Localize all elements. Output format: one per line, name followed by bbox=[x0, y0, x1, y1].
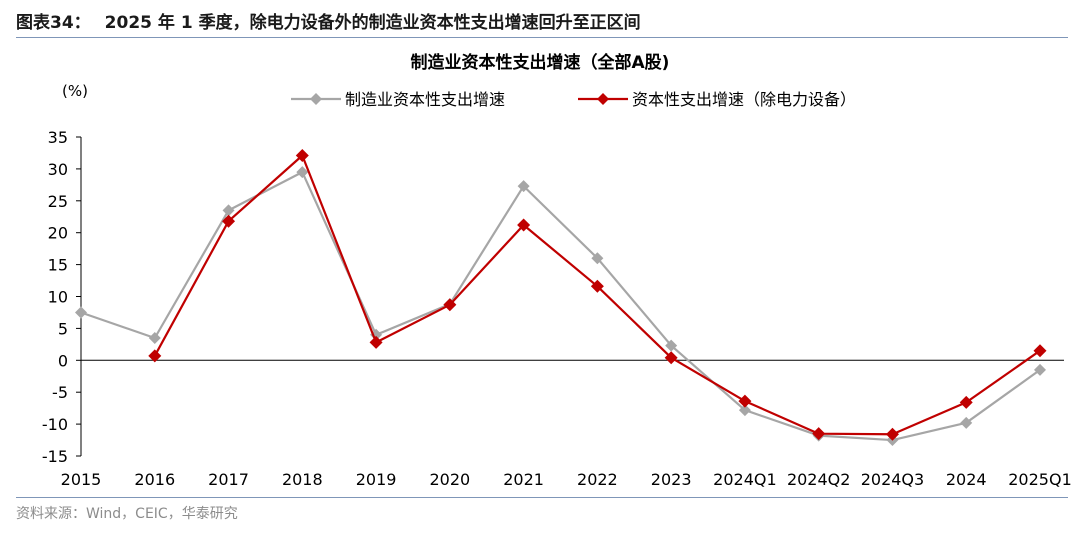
figure-caption: 图表34： 2025 年 1 季度，除电力设备外的制造业资本性支出增速回升至正区间 bbox=[16, 8, 641, 33]
figure-number: 图表34： bbox=[16, 13, 91, 33]
data-point bbox=[960, 416, 973, 429]
x-axis: 2015 2016 2017 2018 2019 2020 2021 2022 2023 2024… bbox=[61, 359, 1072, 489]
data-point bbox=[738, 404, 751, 417]
series-line bbox=[153, 154, 1041, 436]
y-tick-label: 10 bbox=[48, 288, 68, 307]
series-line bbox=[80, 171, 1041, 442]
data-point bbox=[812, 427, 826, 441]
data-point bbox=[148, 331, 161, 344]
series-2 bbox=[148, 149, 1047, 441]
source-note: 资料来源：Wind，CEIC，华泰研究 bbox=[16, 506, 238, 522]
x-tick-label: 2018 bbox=[282, 470, 323, 489]
legend-marker bbox=[597, 93, 609, 105]
legend-label: 资本性支出增速（除电力设备） bbox=[632, 90, 856, 109]
x-tick-label: 2024Q3 bbox=[861, 470, 925, 489]
data-point bbox=[1034, 363, 1046, 376]
y-tick-label: 35 bbox=[48, 128, 68, 147]
legend-marker bbox=[310, 93, 322, 105]
figure-title: 2025 年 1 季度，除电力设备外的制造业资本性支出增速回升至正区间 bbox=[104, 13, 641, 33]
data-point bbox=[296, 166, 309, 179]
data-point bbox=[517, 218, 531, 232]
y-axis-unit: (%) bbox=[62, 82, 88, 100]
x-tick-label: 2016 bbox=[134, 470, 175, 489]
data-point bbox=[665, 339, 678, 352]
x-tick-label: 2024 bbox=[946, 470, 987, 489]
data-point bbox=[517, 180, 530, 193]
data-point bbox=[590, 279, 604, 293]
header-rule bbox=[16, 37, 1068, 38]
data-point bbox=[591, 252, 604, 265]
chart-title: 制造业资本性支出增速（全部A股) bbox=[411, 52, 670, 73]
y-axis: 35 30 25 20 15 10 5 0 -5 -10 -15 bbox=[42, 128, 82, 466]
y-tick-label: 30 bbox=[48, 160, 68, 179]
data-point bbox=[369, 335, 383, 349]
y-tick-label: 15 bbox=[48, 256, 68, 275]
y-tick-label: 5 bbox=[58, 319, 68, 338]
data-point bbox=[75, 306, 87, 319]
data-point bbox=[738, 394, 752, 408]
x-tick-label: 2017 bbox=[208, 470, 249, 489]
x-tick-label: 2023 bbox=[651, 470, 692, 489]
y-tick-label: -15 bbox=[42, 447, 68, 466]
data-point bbox=[959, 395, 973, 409]
data-point bbox=[148, 349, 162, 363]
data-point bbox=[222, 204, 235, 217]
y-tick-label: -5 bbox=[52, 383, 68, 402]
x-tick-label: 2019 bbox=[356, 470, 397, 489]
data-point bbox=[1033, 344, 1047, 358]
data-point bbox=[443, 298, 457, 312]
plot-area bbox=[75, 149, 1047, 447]
y-tick-label: 25 bbox=[48, 192, 68, 211]
legend: 制造业资本性支出增速 资本性支出增速（除电力设备） bbox=[291, 90, 856, 109]
x-tick-label: 2022 bbox=[577, 470, 618, 489]
x-tick-label: 2015 bbox=[61, 470, 102, 489]
series-1 bbox=[75, 166, 1046, 447]
data-point bbox=[664, 351, 678, 365]
x-tick-label: 2025Q1 bbox=[1008, 470, 1072, 489]
x-tick-label: 2024Q2 bbox=[787, 470, 851, 489]
x-tick-label: 2020 bbox=[429, 470, 470, 489]
x-tick-label: 2024Q1 bbox=[713, 470, 777, 489]
x-tick-label: 2021 bbox=[503, 470, 544, 489]
data-point bbox=[222, 214, 236, 228]
data-point bbox=[295, 149, 309, 163]
y-tick-label: 0 bbox=[58, 351, 68, 370]
data-point bbox=[885, 427, 899, 441]
footer-rule bbox=[16, 497, 1068, 498]
legend-label: 制造业资本性支出增速 bbox=[345, 90, 505, 109]
y-tick-label: -10 bbox=[42, 415, 68, 434]
y-tick-label: 20 bbox=[48, 224, 68, 243]
